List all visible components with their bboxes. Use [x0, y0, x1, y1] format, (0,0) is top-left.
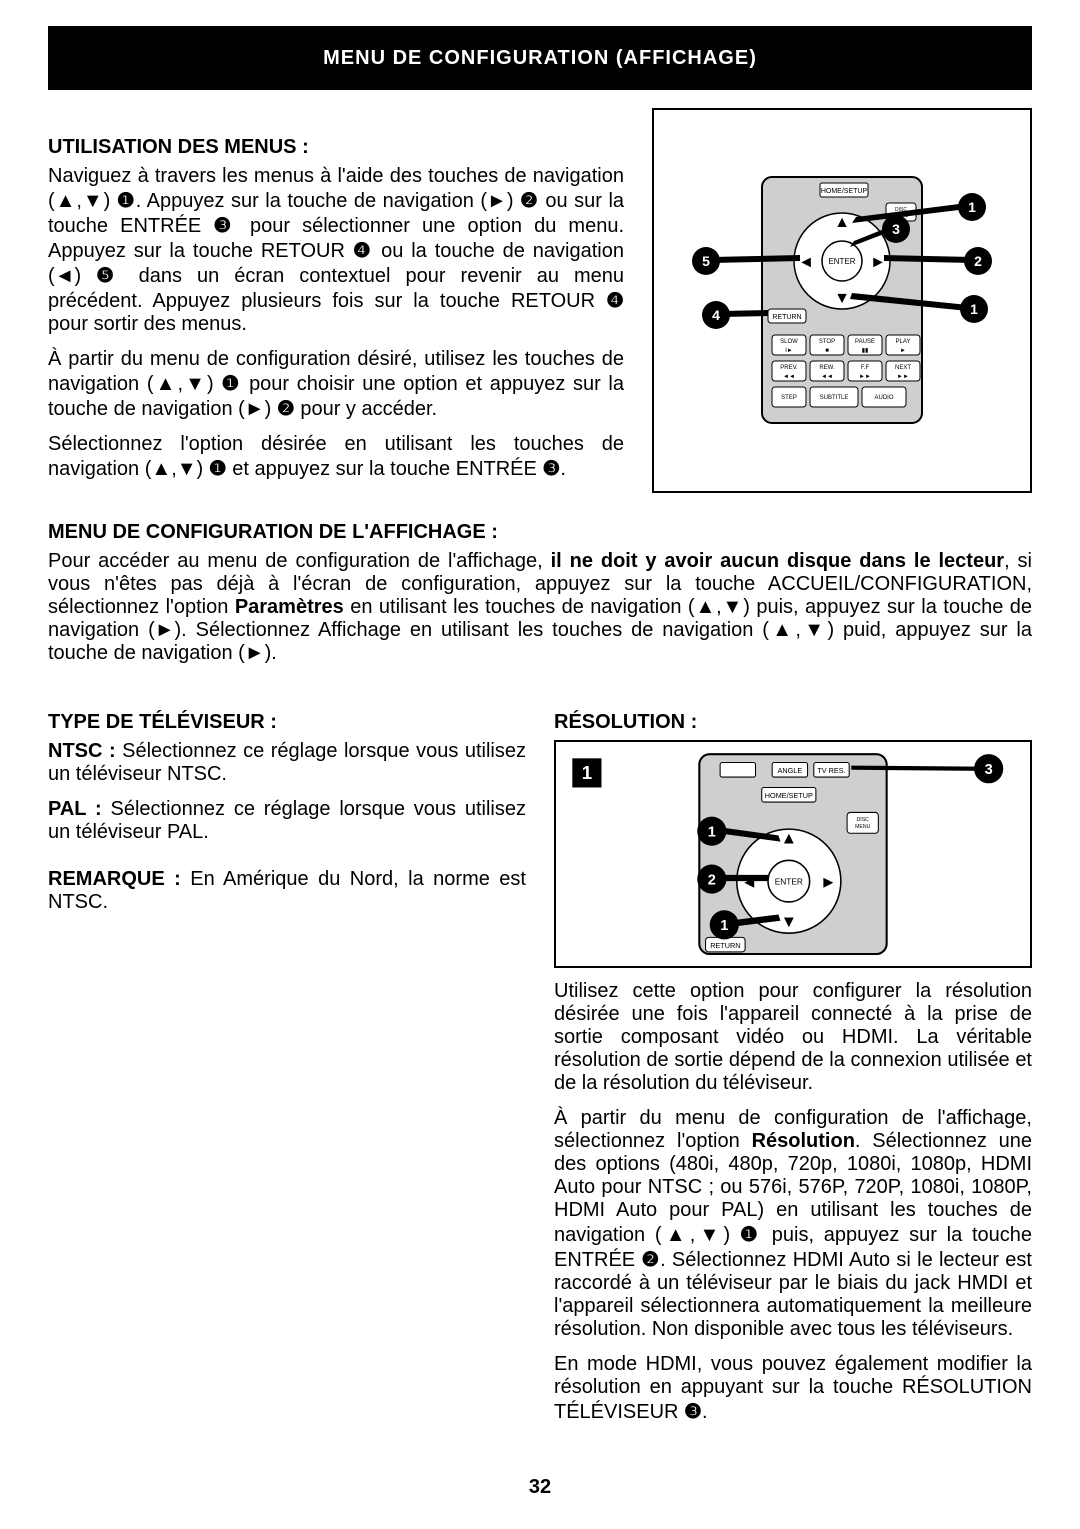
- svg-text:▮▮: ▮▮: [862, 348, 869, 354]
- svg-text:ENTER: ENTER: [828, 257, 855, 266]
- svg-text:STEP: STEP: [781, 395, 797, 401]
- svg-text:►: ►: [820, 872, 836, 891]
- svg-text:ENTER: ENTER: [775, 876, 803, 886]
- svg-text:►►: ►►: [859, 374, 871, 380]
- svg-text:5: 5: [702, 253, 710, 269]
- svg-text:1: 1: [720, 918, 728, 934]
- tvtype-ntsc: NTSC : Sélectionnez ce réglage lorsque v…: [48, 740, 526, 786]
- svg-text:TV RES.: TV RES.: [817, 766, 845, 775]
- svg-text:F.F: F.F: [861, 365, 870, 371]
- display-heading: MENU DE CONFIGURATION DE L'AFFICHAGE :: [48, 521, 1032, 544]
- page-title: MENU DE CONFIGURATION (AFFICHAGE): [323, 47, 757, 70]
- svg-text:2: 2: [708, 872, 716, 888]
- svg-text:◄◄: ◄◄: [783, 374, 795, 380]
- svg-text:►►: ►►: [897, 374, 909, 380]
- svg-text:RETURN: RETURN: [772, 314, 801, 321]
- svg-text:HOME/SETUP: HOME/SETUP: [821, 188, 868, 195]
- svg-text:▼: ▼: [834, 290, 850, 307]
- nav-text-column: UTILISATION DES MENUS : Naviguez à trave…: [48, 108, 624, 493]
- svg-text:PLAY: PLAY: [896, 339, 911, 345]
- svg-text:ANGLE: ANGLE: [778, 766, 803, 775]
- nav-heading: UTILISATION DES MENUS :: [48, 136, 624, 159]
- svg-text:DISC: DISC: [857, 817, 870, 823]
- svg-text:◄◄: ◄◄: [821, 374, 833, 380]
- svg-text:1: 1: [970, 301, 978, 317]
- remote-svg-1: HOME/SETUP ENTER ▲ ▼ ◄ ► DISC MENU RETUR…: [672, 171, 1012, 431]
- remote-illustration-1: HOME/SETUP ENTER ▲ ▼ ◄ ► DISC MENU RETUR…: [652, 108, 1032, 493]
- svg-text:►: ►: [900, 348, 906, 354]
- nav-paragraph-3: Sélectionnez l'option désirée en utilisa…: [48, 433, 624, 481]
- tv-type-column: TYPE DE TÉLÉVISEUR : NTSC : Sélectionnez…: [48, 683, 526, 1436]
- resolution-p3: En mode HDMI, vous pouvez également modi…: [554, 1353, 1032, 1424]
- remote-illustration-2: ANGLE TV RES. HOME/SETUP DISC MENU ENTER: [554, 740, 1032, 968]
- svg-text:REW.: REW.: [819, 365, 835, 371]
- resolution-p1: Utilisez cette option pour configurer la…: [554, 980, 1032, 1095]
- remote-svg-2: ANGLE TV RES. HOME/SETUP DISC MENU ENTER: [564, 750, 1022, 958]
- svg-text:2: 2: [974, 253, 982, 269]
- svg-text:MENU: MENU: [855, 824, 871, 830]
- svg-text:1: 1: [582, 762, 592, 783]
- resolution-p2: À partir du menu de configuration de l'a…: [554, 1107, 1032, 1341]
- display-paragraph: Pour accéder au menu de configuration de…: [48, 550, 1032, 665]
- svg-text:▲: ▲: [781, 829, 797, 848]
- svg-text:1: 1: [708, 824, 716, 840]
- resolution-heading: RÉSOLUTION :: [554, 711, 1032, 734]
- svg-text:NEXT: NEXT: [895, 365, 911, 371]
- svg-text:▲: ▲: [834, 214, 850, 231]
- resolution-column: RÉSOLUTION : ANGLE TV RES. HOME/SETUP: [554, 683, 1032, 1436]
- tvtype-note: REMARQUE : En Amérique du Nord, la norme…: [48, 868, 526, 914]
- svg-text:HOME/SETUP: HOME/SETUP: [765, 791, 813, 800]
- display-config-section: MENU DE CONFIGURATION DE L'AFFICHAGE : P…: [48, 521, 1032, 665]
- svg-text:▼: ▼: [781, 912, 797, 931]
- svg-text:PREV.: PREV.: [780, 365, 798, 371]
- nav-paragraph-1: Naviguez à travers les menus à l'aide de…: [48, 165, 624, 336]
- title-bar: MENU DE CONFIGURATION (AFFICHAGE): [48, 26, 1032, 90]
- svg-text:3: 3: [892, 221, 900, 237]
- svg-text:►: ►: [870, 254, 886, 271]
- page-number: 32: [48, 1476, 1032, 1499]
- tvtype-heading: TYPE DE TÉLÉVISEUR :: [48, 711, 526, 734]
- svg-text:I►: I►: [785, 348, 793, 354]
- tvtype-pal: PAL : Sélectionnez ce réglage lorsque vo…: [48, 798, 526, 844]
- svg-text:SUBTITLE: SUBTITLE: [820, 395, 849, 401]
- svg-text:RETURN: RETURN: [710, 941, 740, 950]
- svg-text:1: 1: [968, 199, 976, 215]
- svg-text:AUDIO: AUDIO: [874, 395, 893, 401]
- svg-text:4: 4: [712, 307, 720, 323]
- svg-text:◄: ◄: [798, 254, 814, 271]
- nav-paragraph-2: À partir du menu de configuration désiré…: [48, 348, 624, 421]
- svg-text:PAUSE: PAUSE: [855, 339, 875, 345]
- svg-text:SLOW: SLOW: [780, 339, 798, 345]
- svg-text:3: 3: [985, 762, 993, 778]
- svg-text:STOP: STOP: [819, 339, 835, 345]
- svg-text:■: ■: [825, 348, 829, 354]
